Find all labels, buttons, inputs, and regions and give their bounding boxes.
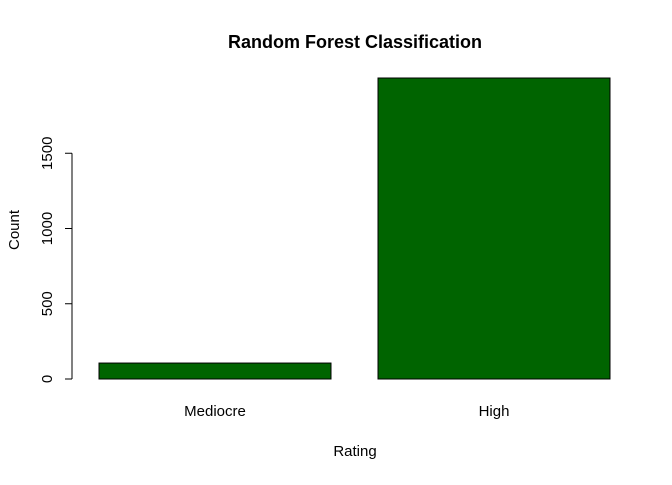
y-axis-label: Count (6, 209, 23, 250)
y-tick-label: 1000 (39, 212, 56, 245)
y-tick-label: 1500 (39, 137, 56, 170)
y-axis: 0 500 1000 1500 (39, 137, 73, 383)
chart-title: Random Forest Classification (228, 32, 482, 52)
bars (98, 77, 611, 380)
bar-high (377, 77, 611, 380)
bar-mediocre (98, 362, 332, 380)
x-tick-label: High (479, 403, 510, 420)
y-tick-label: 0 (39, 375, 56, 383)
x-axis-label: Rating (333, 443, 376, 460)
x-tick-labels: Mediocre High (184, 403, 509, 420)
y-tick-label: 500 (39, 291, 56, 316)
x-tick-label: Mediocre (184, 403, 246, 420)
